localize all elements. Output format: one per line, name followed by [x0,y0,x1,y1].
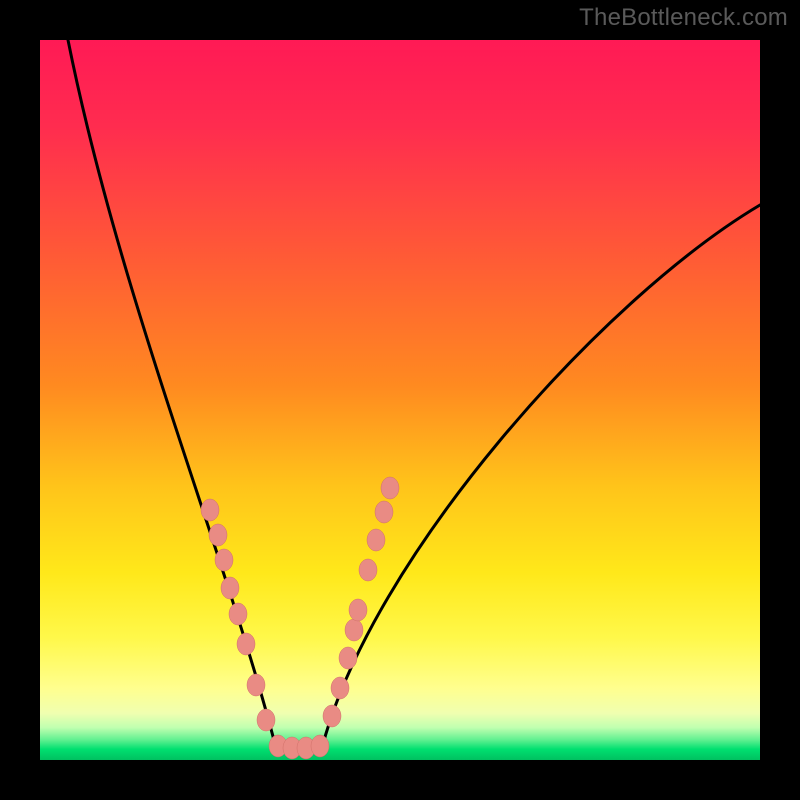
curve-marker [331,677,349,699]
curve-marker [237,633,255,655]
chart-stage: TheBottleneck.com [0,0,800,800]
curve-marker [339,647,357,669]
curve-marker [209,524,227,546]
curve-marker [201,499,219,521]
watermark-text: TheBottleneck.com [579,4,788,32]
curve-marker [311,735,329,757]
curve-marker [247,674,265,696]
bottleneck-chart [0,0,800,800]
curve-marker [323,705,341,727]
curve-marker [381,477,399,499]
curve-marker [349,599,367,621]
curve-marker [229,603,247,625]
curve-marker [345,619,363,641]
curve-marker [367,529,385,551]
curve-marker [221,577,239,599]
plot-background [40,40,760,760]
curve-marker [359,559,377,581]
curve-marker [215,549,233,571]
curve-marker [375,501,393,523]
curve-marker [257,709,275,731]
